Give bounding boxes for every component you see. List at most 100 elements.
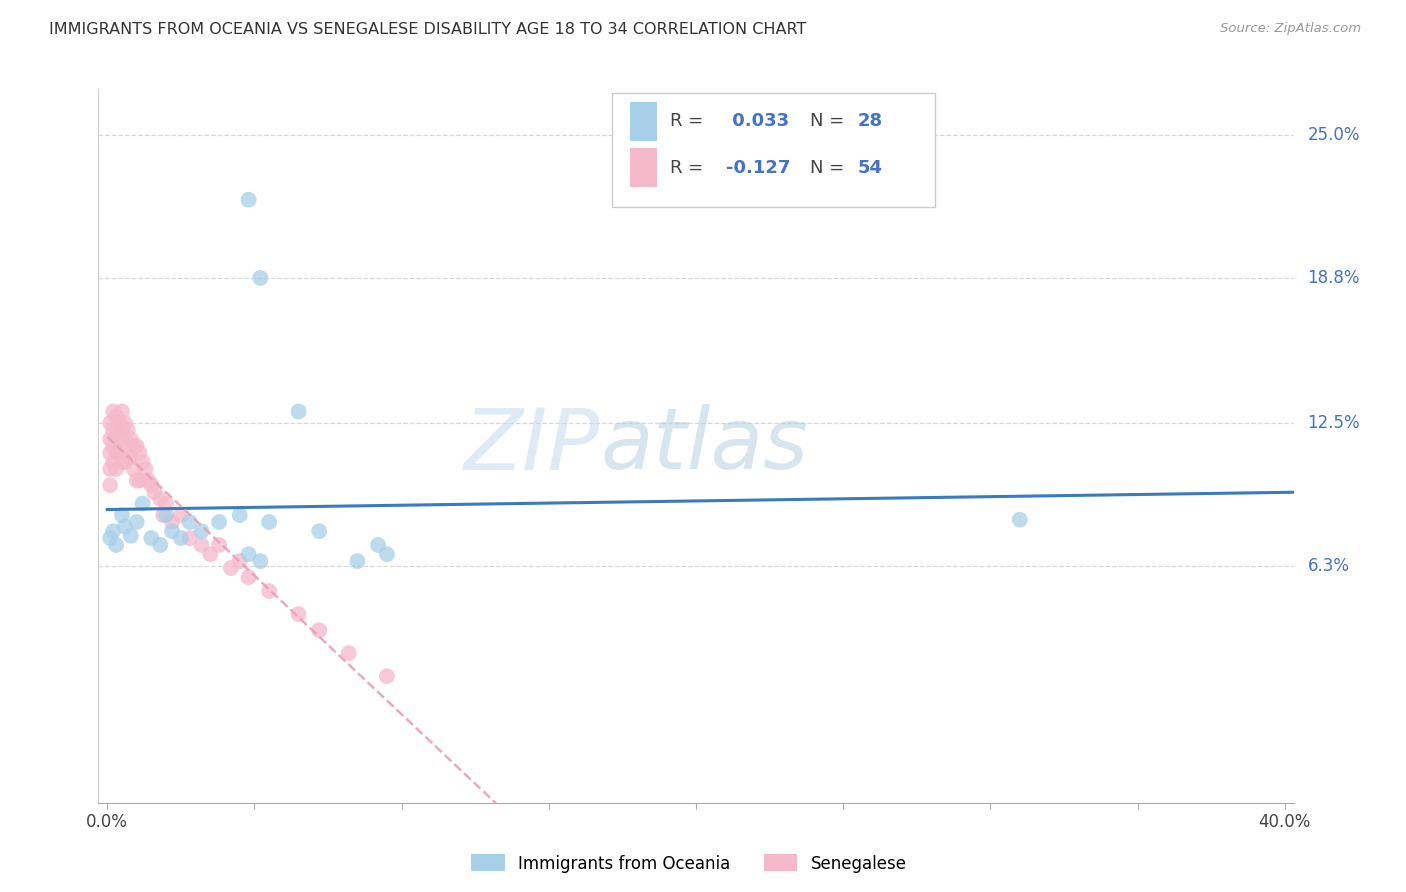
Text: 25.0%: 25.0% xyxy=(1308,127,1360,145)
Point xyxy=(152,508,174,522)
Point xyxy=(179,515,201,529)
Point xyxy=(337,646,360,660)
Point xyxy=(105,427,128,442)
Point xyxy=(190,524,212,538)
Point xyxy=(111,423,134,437)
Point xyxy=(170,508,193,522)
Point xyxy=(138,474,160,488)
Point xyxy=(98,478,121,492)
Point xyxy=(114,416,136,430)
Point xyxy=(308,524,330,538)
Point xyxy=(108,432,131,446)
Point xyxy=(101,524,124,538)
Point xyxy=(200,547,222,561)
Point xyxy=(155,497,177,511)
Point xyxy=(238,570,260,584)
Point xyxy=(98,462,121,476)
Point xyxy=(117,423,139,437)
Text: 18.8%: 18.8% xyxy=(1308,269,1360,287)
Point xyxy=(101,455,124,469)
Point xyxy=(125,515,148,529)
Point xyxy=(367,538,389,552)
Text: R =: R = xyxy=(669,112,709,130)
Point xyxy=(179,531,201,545)
Point xyxy=(238,193,260,207)
Bar xyxy=(630,102,657,141)
Point xyxy=(120,450,142,465)
Point xyxy=(208,515,231,529)
Point xyxy=(238,547,260,561)
Point xyxy=(249,554,271,568)
Point xyxy=(219,561,242,575)
Point xyxy=(170,531,193,545)
Point xyxy=(122,439,145,453)
Point xyxy=(375,669,398,683)
Point xyxy=(114,455,136,469)
Point xyxy=(128,474,150,488)
Text: N =: N = xyxy=(810,159,849,177)
Point xyxy=(105,462,128,476)
Text: N =: N = xyxy=(810,112,849,130)
Text: 0.033: 0.033 xyxy=(725,112,789,130)
Point xyxy=(155,508,177,522)
Point xyxy=(228,508,250,522)
Point xyxy=(105,409,128,423)
Point xyxy=(120,529,142,543)
Point xyxy=(105,446,128,460)
Point xyxy=(131,455,153,469)
Point xyxy=(1008,513,1031,527)
Text: atlas: atlas xyxy=(600,404,808,488)
Point xyxy=(149,491,172,506)
Point xyxy=(375,547,398,561)
Point xyxy=(114,432,136,446)
Point xyxy=(149,538,172,552)
Point xyxy=(257,515,280,529)
Point xyxy=(108,446,131,460)
Point xyxy=(122,462,145,476)
Point xyxy=(105,538,128,552)
FancyBboxPatch shape xyxy=(612,93,935,207)
Point xyxy=(111,455,134,469)
Point xyxy=(117,446,139,460)
Point xyxy=(228,554,250,568)
Point xyxy=(208,538,231,552)
Point xyxy=(190,538,212,552)
Point xyxy=(98,416,121,430)
Point xyxy=(98,432,121,446)
Point xyxy=(98,531,121,545)
Point xyxy=(143,485,166,500)
Point xyxy=(257,584,280,599)
Point xyxy=(160,524,183,538)
Point xyxy=(111,404,134,418)
Point xyxy=(108,416,131,430)
Text: IMMIGRANTS FROM OCEANIA VS SENEGALESE DISABILITY AGE 18 TO 34 CORRELATION CHART: IMMIGRANTS FROM OCEANIA VS SENEGALESE DI… xyxy=(49,22,807,37)
Point xyxy=(346,554,368,568)
Point xyxy=(98,446,121,460)
Point xyxy=(249,271,271,285)
Text: R =: R = xyxy=(669,159,709,177)
Text: 54: 54 xyxy=(858,159,883,177)
Point xyxy=(101,404,124,418)
Point xyxy=(114,519,136,533)
Point xyxy=(287,404,309,418)
Point xyxy=(141,531,163,545)
Point xyxy=(141,478,163,492)
Text: -0.127: -0.127 xyxy=(725,159,790,177)
Legend: Immigrants from Oceania, Senegalese: Immigrants from Oceania, Senegalese xyxy=(465,847,912,880)
Bar xyxy=(630,148,657,187)
Text: 12.5%: 12.5% xyxy=(1308,414,1360,432)
Point xyxy=(134,462,156,476)
Text: 6.3%: 6.3% xyxy=(1308,557,1350,574)
Point xyxy=(125,439,148,453)
Text: Source: ZipAtlas.com: Source: ZipAtlas.com xyxy=(1220,22,1361,36)
Point xyxy=(308,623,330,637)
Point xyxy=(125,474,148,488)
Point xyxy=(101,439,124,453)
Text: 28: 28 xyxy=(858,112,883,130)
Point xyxy=(128,446,150,460)
Point xyxy=(131,497,153,511)
Point xyxy=(101,423,124,437)
Point xyxy=(111,508,134,522)
Point xyxy=(160,515,183,529)
Point xyxy=(287,607,309,621)
